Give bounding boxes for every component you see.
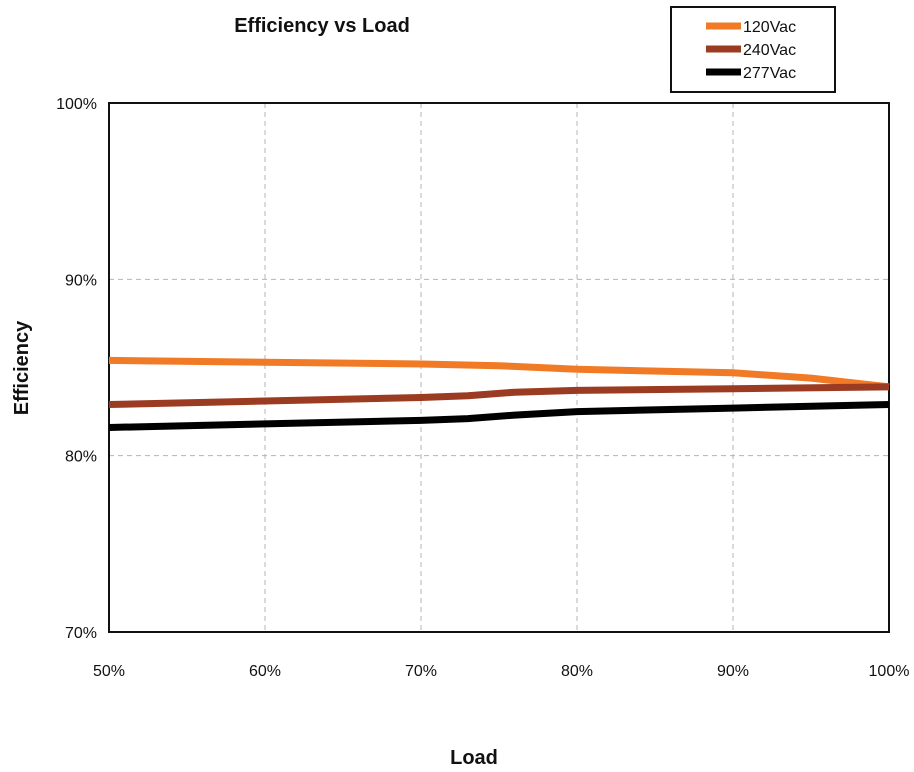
- x-tick-label: 90%: [717, 663, 749, 680]
- legend: 120Vac 240Vac 277Vac: [670, 6, 836, 93]
- legend-label-277Vac: 277Vac: [743, 65, 796, 82]
- legend-label-120Vac: 120Vac: [743, 19, 796, 36]
- series-line-120Vac: [108, 356, 890, 391]
- x-tick-label: 50%: [93, 663, 125, 680]
- legend-box: [670, 6, 836, 93]
- x-tick-label: 70%: [405, 663, 437, 680]
- plot-area: [108, 102, 890, 633]
- y-tick-label: 90%: [65, 272, 97, 289]
- x-axis-label: Load: [450, 747, 498, 769]
- y-tick-label: 80%: [65, 449, 97, 466]
- y-axis-ticks: 100% 90% 80% 70%: [56, 96, 97, 642]
- x-tick-label: 80%: [561, 663, 593, 680]
- chart-title: Efficiency vs Load: [234, 15, 410, 37]
- series-line-277Vac: [108, 401, 890, 431]
- y-tick-label: 100%: [56, 96, 97, 113]
- series-lines: [108, 356, 890, 431]
- x-tick-label: 100%: [869, 663, 910, 680]
- x-tick-label: 60%: [249, 663, 281, 680]
- series-line-240Vac: [108, 383, 890, 408]
- legend-label-240Vac: 240Vac: [743, 42, 796, 59]
- y-tick-label: 70%: [65, 625, 97, 642]
- y-axis-label: Efficiency: [11, 320, 33, 415]
- x-axis-ticks: 50% 60% 70% 80% 90% 100%: [93, 663, 909, 680]
